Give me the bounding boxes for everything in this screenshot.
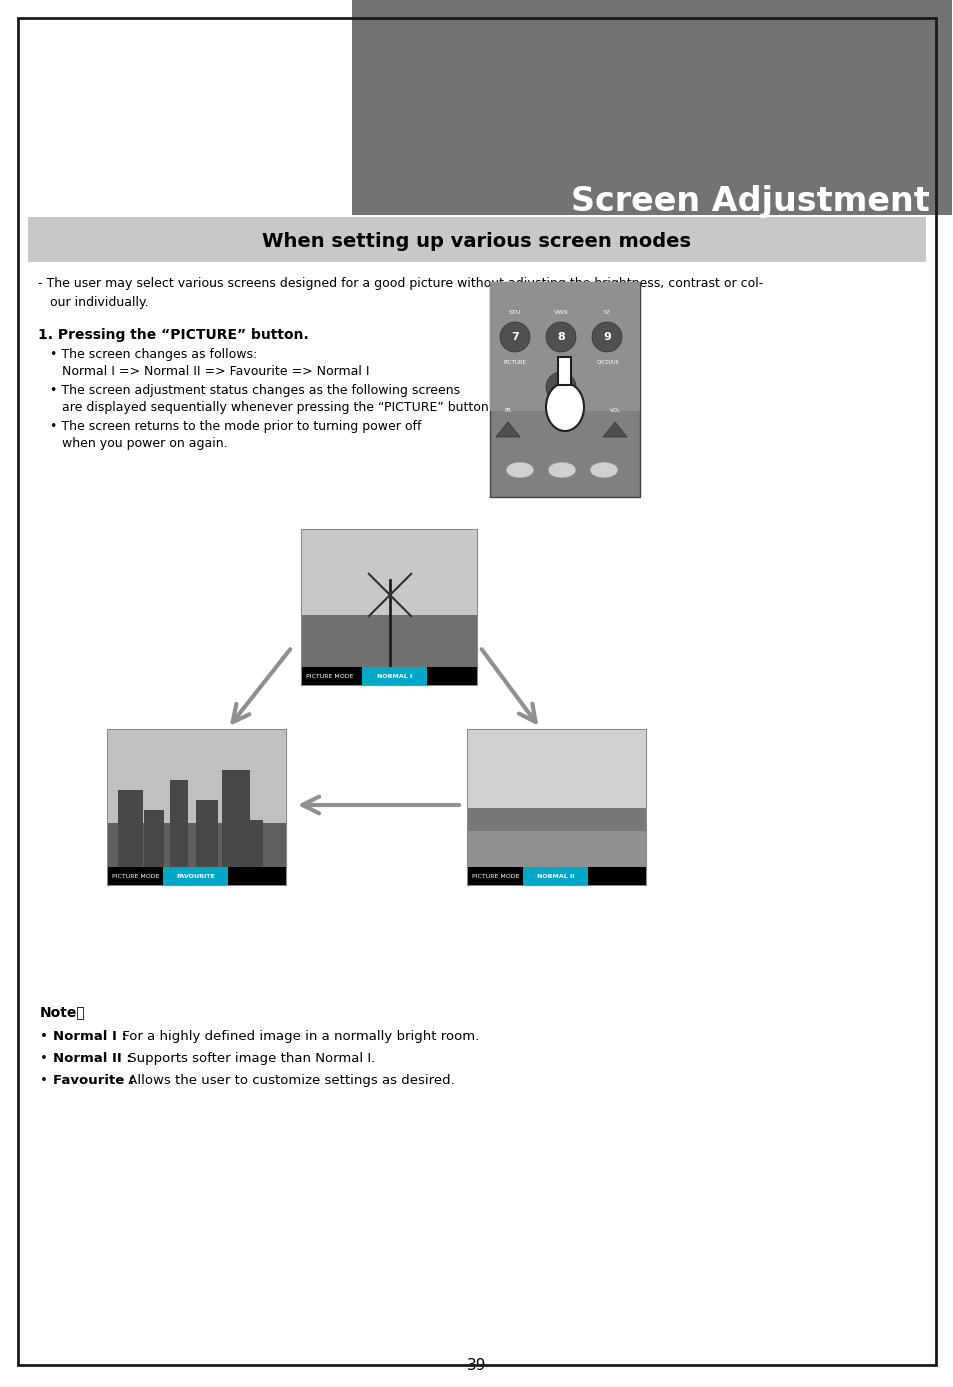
Text: VOL: VOL bbox=[609, 408, 619, 412]
Text: •: • bbox=[40, 1031, 48, 1043]
Text: are displayed sequentially whenever pressing the “PICTURE” button.: are displayed sequentially whenever pres… bbox=[50, 401, 493, 413]
Text: Favourite :: Favourite : bbox=[53, 1074, 134, 1087]
Text: FAVOURITE: FAVOURITE bbox=[176, 874, 215, 878]
Polygon shape bbox=[602, 422, 626, 437]
Text: 0: 0 bbox=[557, 381, 564, 393]
Bar bbox=[108, 822, 286, 885]
Text: •: • bbox=[40, 1051, 48, 1065]
Text: • The screen adjustment status changes as the following screens: • The screen adjustment status changes a… bbox=[50, 384, 459, 397]
Text: Q/CD/I/II: Q/CD/I/II bbox=[596, 359, 618, 365]
Bar bbox=[468, 807, 645, 831]
Bar bbox=[468, 730, 645, 807]
Text: PR: PR bbox=[504, 408, 511, 412]
Text: YZ: YZ bbox=[602, 309, 611, 315]
Bar bbox=[28, 216, 925, 262]
Bar bbox=[170, 779, 188, 870]
Text: +-+!: +-+! bbox=[554, 359, 567, 365]
Bar bbox=[522, 867, 587, 885]
Text: NORMAL II: NORMAL II bbox=[537, 874, 575, 878]
Bar bbox=[490, 282, 639, 411]
Bar bbox=[302, 530, 476, 685]
Bar bbox=[108, 730, 286, 885]
Circle shape bbox=[499, 322, 530, 352]
Bar bbox=[468, 867, 645, 885]
Bar bbox=[163, 867, 228, 885]
Text: - The user may select various screens designed for a good picture without adjust: - The user may select various screens de… bbox=[38, 277, 762, 309]
Bar bbox=[361, 667, 427, 685]
Text: For a highly defined image in a normally bright room.: For a highly defined image in a normally… bbox=[118, 1031, 478, 1043]
Bar bbox=[222, 770, 250, 870]
Text: Supports softer image than Normal I.: Supports softer image than Normal I. bbox=[125, 1051, 375, 1065]
Bar bbox=[195, 800, 218, 870]
Bar bbox=[490, 282, 639, 497]
Bar bbox=[558, 356, 571, 386]
Bar bbox=[468, 730, 645, 885]
Text: PICTURE MODE: PICTURE MODE bbox=[112, 874, 159, 878]
Circle shape bbox=[592, 322, 621, 352]
Bar bbox=[302, 667, 476, 685]
Text: 1. Pressing the “PICTURE” button.: 1. Pressing the “PICTURE” button. bbox=[38, 327, 309, 343]
Ellipse shape bbox=[547, 462, 576, 479]
Text: PICTURE MODE: PICTURE MODE bbox=[306, 674, 354, 678]
Text: • The screen changes as follows:: • The screen changes as follows: bbox=[50, 348, 257, 361]
Text: • The screen returns to the mode prior to turning power off: • The screen returns to the mode prior t… bbox=[50, 420, 421, 433]
Text: 7: 7 bbox=[511, 331, 518, 343]
Circle shape bbox=[545, 372, 576, 402]
Text: 39: 39 bbox=[467, 1358, 486, 1373]
Ellipse shape bbox=[589, 462, 618, 479]
Bar bbox=[352, 0, 951, 215]
Text: NORMAL I: NORMAL I bbox=[377, 674, 413, 678]
Text: •: • bbox=[40, 1074, 48, 1087]
Ellipse shape bbox=[505, 462, 534, 479]
Text: Screen Adjustment: Screen Adjustment bbox=[571, 184, 929, 218]
Text: Normal II :: Normal II : bbox=[53, 1051, 132, 1065]
Text: VWX: VWX bbox=[553, 309, 568, 315]
Text: Note：: Note： bbox=[40, 1006, 86, 1019]
Text: PICTURE: PICTURE bbox=[503, 359, 526, 365]
Text: 9: 9 bbox=[602, 331, 610, 343]
Text: 8: 8 bbox=[557, 331, 564, 343]
Text: when you power on again.: when you power on again. bbox=[50, 437, 228, 449]
Circle shape bbox=[545, 322, 576, 352]
Bar bbox=[108, 730, 286, 822]
Bar bbox=[248, 820, 263, 870]
Bar bbox=[302, 530, 476, 616]
Bar bbox=[468, 831, 645, 885]
Text: Normal I :: Normal I : bbox=[53, 1031, 127, 1043]
Text: Allows the user to customize settings as desired.: Allows the user to customize settings as… bbox=[125, 1074, 455, 1087]
Bar bbox=[144, 810, 164, 870]
Text: PICTURE MODE: PICTURE MODE bbox=[472, 874, 519, 878]
Text: When setting up various screen modes: When setting up various screen modes bbox=[262, 232, 691, 251]
Text: STU: STU bbox=[508, 309, 520, 315]
Bar bbox=[302, 616, 476, 685]
Bar bbox=[108, 867, 286, 885]
Bar bbox=[118, 791, 143, 870]
Text: Normal I => Normal II => Favourite => Normal I: Normal I => Normal II => Favourite => No… bbox=[50, 365, 369, 379]
Ellipse shape bbox=[545, 383, 583, 431]
Polygon shape bbox=[496, 422, 519, 437]
